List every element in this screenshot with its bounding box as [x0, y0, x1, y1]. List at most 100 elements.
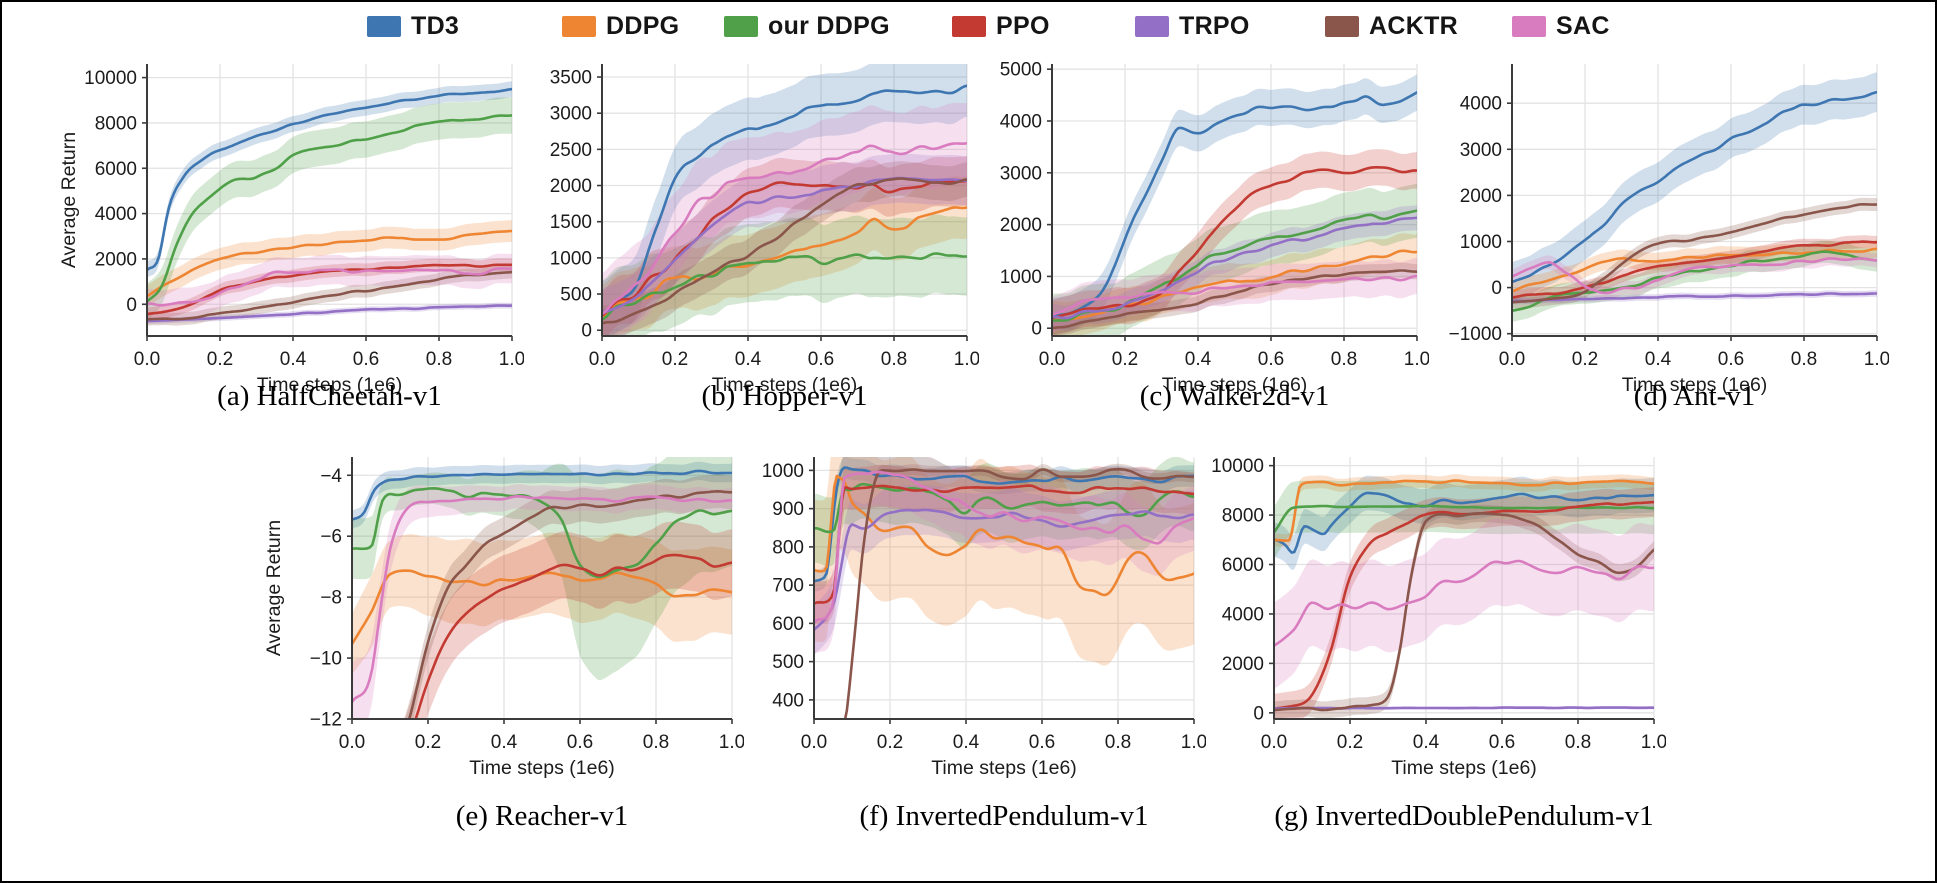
svg-text:2000: 2000: [550, 176, 592, 197]
legend-label: PPO: [996, 12, 1050, 40]
svg-text:1000: 1000: [1000, 267, 1042, 288]
svg-text:0.2: 0.2: [662, 349, 688, 370]
svg-text:0.8: 0.8: [643, 732, 669, 753]
svg-text:400: 400: [772, 690, 804, 711]
svg-text:0.2: 0.2: [877, 732, 903, 753]
svg-text:0.2: 0.2: [1337, 732, 1363, 753]
svg-text:2000: 2000: [1000, 215, 1042, 236]
svg-text:2000: 2000: [1222, 654, 1264, 675]
svg-text:0.2: 0.2: [415, 732, 441, 753]
svg-text:0.4: 0.4: [1413, 732, 1440, 753]
svg-text:Time steps (1e6): Time steps (1e6): [257, 374, 403, 396]
caption-invertedpendulum: (f) InvertedPendulum-v1: [859, 800, 1149, 832]
svg-text:0.0: 0.0: [589, 349, 615, 370]
svg-text:0.6: 0.6: [808, 349, 834, 370]
svg-text:10000: 10000: [84, 68, 137, 89]
svg-text:800: 800: [772, 537, 804, 558]
svg-text:−8: −8: [320, 588, 342, 609]
caption-halfcheetah: (a) HalfCheetah-v1: [217, 380, 442, 412]
svg-text:500: 500: [772, 652, 804, 673]
svg-text:0.8: 0.8: [881, 349, 907, 370]
legend-swatch-icon: [562, 16, 596, 37]
svg-text:0.6: 0.6: [1489, 732, 1515, 753]
svg-text:Time steps (1e6): Time steps (1e6): [1162, 374, 1308, 396]
svg-text:3000: 3000: [550, 104, 592, 125]
svg-text:3500: 3500: [550, 68, 592, 89]
svg-text:0.2: 0.2: [1112, 349, 1138, 370]
legend-swatch-icon: [952, 16, 986, 37]
legend-label: our DDPG: [768, 12, 890, 40]
legend-item-ddpg: DDPG: [562, 12, 679, 41]
caption-inverteddoublependulum: (g) InvertedDoublePendulum-v1: [1274, 800, 1654, 832]
svg-text:500: 500: [560, 285, 592, 306]
svg-text:−12: −12: [310, 710, 342, 731]
legend-item-td3: TD3: [367, 12, 459, 41]
svg-text:0.8: 0.8: [1105, 732, 1131, 753]
svg-text:6000: 6000: [1222, 555, 1264, 576]
caption-reacher: (e) Reacher-v1: [455, 800, 629, 832]
svg-text:8000: 8000: [95, 113, 137, 134]
svg-text:1.0: 1.0: [1181, 732, 1206, 753]
svg-text:1500: 1500: [550, 212, 592, 233]
legend-item-sac: SAC: [1512, 12, 1610, 41]
chart-reacher: −12 −10 −8 −6 −4 0.0 0.2 0.4 0.6 0.8 1.0 Time steps…: [263, 457, 744, 779]
svg-text:3000: 3000: [1460, 140, 1502, 161]
legend-item-acktr: ACKTR: [1325, 12, 1458, 41]
svg-text:5000: 5000: [1000, 60, 1042, 81]
legend-label: ACKTR: [1369, 12, 1458, 40]
caption-ant: (d) Ant-v1: [1633, 380, 1756, 412]
svg-text:0: 0: [1491, 278, 1502, 299]
svg-text:Average Return: Average Return: [263, 520, 285, 656]
svg-text:0.6: 0.6: [1718, 349, 1744, 370]
svg-text:2000: 2000: [1460, 186, 1502, 207]
svg-text:3000: 3000: [1000, 163, 1042, 184]
svg-text:700: 700: [772, 576, 804, 597]
svg-text:0.0: 0.0: [1261, 732, 1287, 753]
legend-item-our-ddpg: our DDPG: [724, 12, 890, 41]
svg-text:1000: 1000: [762, 461, 804, 482]
svg-text:0.2: 0.2: [207, 349, 233, 370]
svg-text:1000: 1000: [550, 248, 592, 269]
svg-text:0.0: 0.0: [134, 349, 160, 370]
legend-swatch-icon: [367, 16, 401, 37]
svg-text:0.4: 0.4: [280, 349, 307, 370]
svg-text:0.0: 0.0: [339, 732, 365, 753]
svg-text:0.6: 0.6: [353, 349, 379, 370]
legend-label: SAC: [1556, 12, 1610, 40]
svg-text:0: 0: [581, 321, 592, 342]
svg-text:6000: 6000: [95, 159, 137, 180]
legend-item-ppo: PPO: [952, 12, 1050, 41]
svg-text:0.4: 0.4: [491, 732, 518, 753]
svg-text:−6: −6: [320, 527, 342, 548]
legend-swatch-icon: [1325, 16, 1359, 37]
svg-text:1.0: 1.0: [1864, 349, 1889, 370]
svg-text:0.8: 0.8: [1331, 349, 1357, 370]
svg-text:10000: 10000: [1211, 456, 1264, 477]
svg-text:2000: 2000: [95, 249, 137, 270]
svg-text:0.2: 0.2: [1572, 349, 1598, 370]
svg-text:0: 0: [1253, 703, 1264, 724]
chart-halfcheetah: 0 2000 4000 6000 8000 10000 0.0 0.2 0.4 0.6 0.8 1.0…: [58, 64, 524, 396]
svg-text:Time steps (1e6): Time steps (1e6): [1391, 757, 1537, 779]
svg-text:600: 600: [772, 614, 804, 635]
chart-ant: −1000 0 1000 2000 3000 4000 0.0 0.2 0.4 0.6 0.8 1.0…: [1449, 64, 1889, 396]
chart-hopper: 0 500 1000 1500 2000 2500 3000 3500 0.0 0.2 0.4 0.6…: [550, 64, 979, 396]
svg-text:0.0: 0.0: [1499, 349, 1525, 370]
svg-text:8000: 8000: [1222, 506, 1264, 527]
svg-text:0.4: 0.4: [735, 349, 762, 370]
svg-text:1.0: 1.0: [954, 349, 979, 370]
legend-swatch-icon: [1512, 16, 1546, 37]
legend-label: TD3: [411, 12, 460, 40]
legend-label: DDPG: [606, 12, 680, 40]
svg-text:0: 0: [126, 295, 137, 316]
svg-text:0.8: 0.8: [1791, 349, 1817, 370]
svg-text:1.0: 1.0: [719, 732, 744, 753]
legend-item-trpo: TRPO: [1135, 12, 1250, 41]
svg-text:0.4: 0.4: [1645, 349, 1672, 370]
svg-text:1.0: 1.0: [1641, 732, 1666, 753]
svg-text:0.0: 0.0: [1039, 349, 1065, 370]
svg-text:4000: 4000: [1222, 604, 1264, 625]
svg-text:0.4: 0.4: [953, 732, 980, 753]
svg-text:2500: 2500: [550, 140, 592, 161]
